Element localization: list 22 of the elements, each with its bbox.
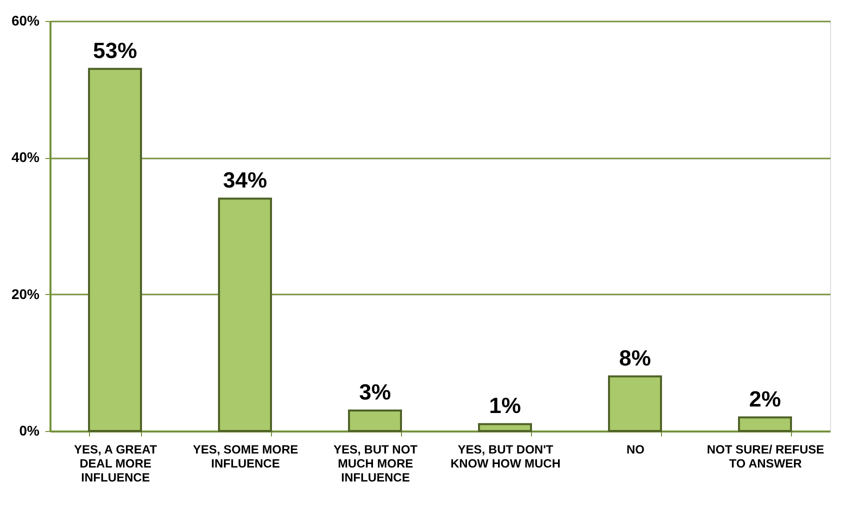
y-tick-label: 40% — [11, 149, 40, 166]
y-tick-label: 20% — [11, 286, 40, 302]
bar — [218, 198, 272, 432]
bar — [478, 423, 532, 432]
data-label: 8% — [619, 345, 651, 370]
bar — [738, 416, 792, 432]
x-tick-label: YES, A GREAT DEAL MORE INFLUENCE — [74, 442, 158, 484]
data-label: 53% — [92, 38, 138, 63]
bar — [608, 375, 662, 432]
y-tick-label: 60% — [11, 12, 40, 28]
x-tick-label: YES, BUT DON'T KNOW HOW MUCH — [450, 442, 560, 470]
x-tick-label: NOT SURE/ REFUSE TO ANSWER — [706, 442, 824, 470]
data-label: 2% — [749, 386, 781, 412]
data-label: 34% — [222, 168, 268, 193]
data-label: 3% — [359, 380, 391, 404]
bar — [88, 68, 142, 432]
x-tick-label: NO — [626, 442, 644, 456]
data-label: 1% — [489, 393, 521, 418]
x-tick-label: YES, SOME MORE INFLUENCE — [192, 442, 298, 470]
bar — [348, 410, 402, 432]
y-tick-label: 0% — [19, 422, 40, 438]
x-tick-label: YES, BUT NOT MUCH MORE INFLUENCE — [333, 442, 418, 484]
